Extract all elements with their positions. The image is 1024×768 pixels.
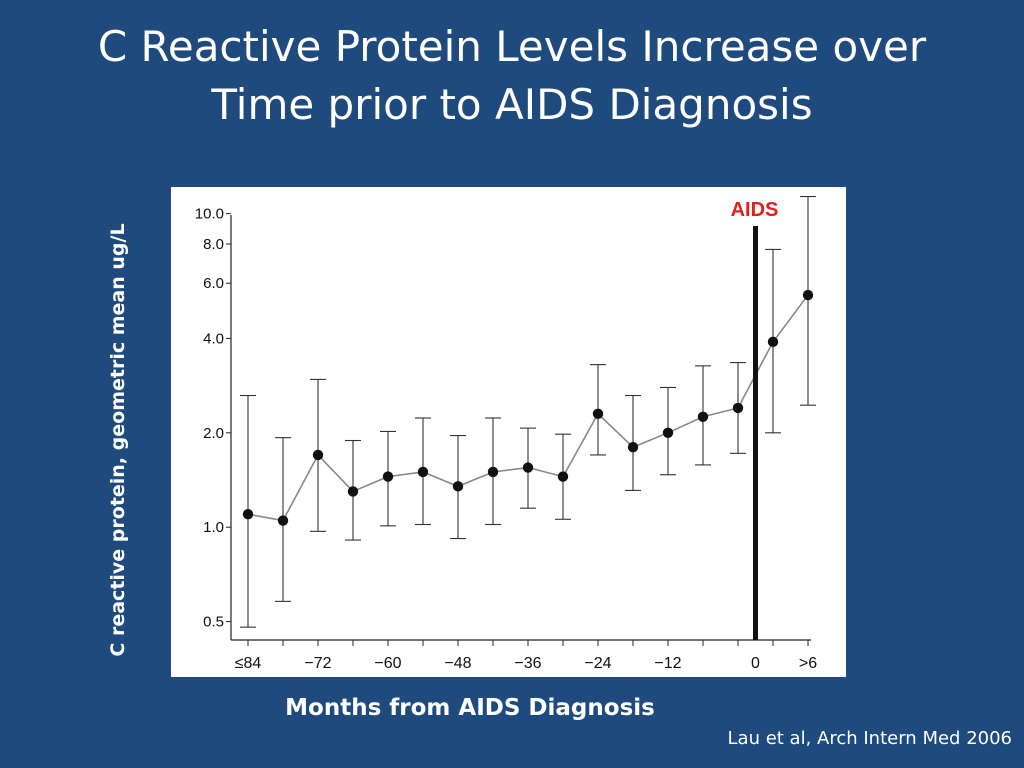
y-tick-label: 1.0 [203, 519, 224, 536]
data-point [452, 481, 464, 492]
y-tick-label: 10.0 [195, 206, 224, 223]
crp-line-chart: 0.5 1.0 2.0 4.0 6.0 8.0 10.0 ≤84 −72 −60 −48 −36 −24… [195, 195, 817, 672]
data-point [242, 509, 254, 520]
data-point [662, 427, 674, 439]
slide-title: C Reactive Protein Levels Increase over … [0, 18, 1024, 134]
data-point [277, 515, 289, 526]
aids-label: AIDS [731, 199, 779, 221]
data-point [347, 486, 359, 497]
data-point [732, 402, 744, 414]
data-point [487, 466, 499, 478]
x-tick-label: 0 [751, 655, 760, 672]
x-tick-label: −48 [444, 655, 471, 672]
data-point [522, 462, 534, 473]
data-point [417, 466, 429, 478]
y-tick-label: 4.0 [203, 330, 224, 347]
data-point [557, 471, 569, 482]
data-point [382, 471, 394, 482]
y-axis-label: C reactive protein, geometric mean ug/L [107, 223, 129, 657]
data-point [627, 441, 639, 453]
x-tick-label: −36 [514, 655, 541, 672]
chart-panel: 0.5 1.0 2.0 4.0 6.0 8.0 10.0 ≤84 −72 −60 −48 −36 −24… [171, 187, 846, 677]
y-tick-label: 2.0 [203, 425, 224, 442]
slide-title-line-2: Time prior to AIDS Diagnosis [211, 80, 813, 129]
x-axis-label: Months from AIDS Diagnosis [285, 695, 655, 721]
y-tick-label: 8.0 [203, 236, 224, 253]
citation: Lau et al, Arch Intern Med 2006 [727, 728, 1012, 749]
x-tick-label: −12 [654, 655, 681, 672]
data-point [767, 336, 779, 348]
slide-title-line-1: C Reactive Protein Levels Increase over [97, 22, 927, 71]
x-tick-label: −24 [584, 655, 611, 672]
data-point [802, 289, 814, 301]
y-tick-label: 6.0 [203, 275, 224, 292]
x-tick-label: −72 [304, 655, 331, 672]
x-tick-label: ≤84 [235, 655, 262, 672]
data-point [697, 411, 709, 422]
x-tick-label: >6 [799, 655, 817, 672]
x-tick-label: −60 [374, 655, 401, 672]
data-point [592, 408, 604, 419]
y-tick-label: 0.5 [203, 614, 224, 631]
data-point [312, 449, 324, 461]
